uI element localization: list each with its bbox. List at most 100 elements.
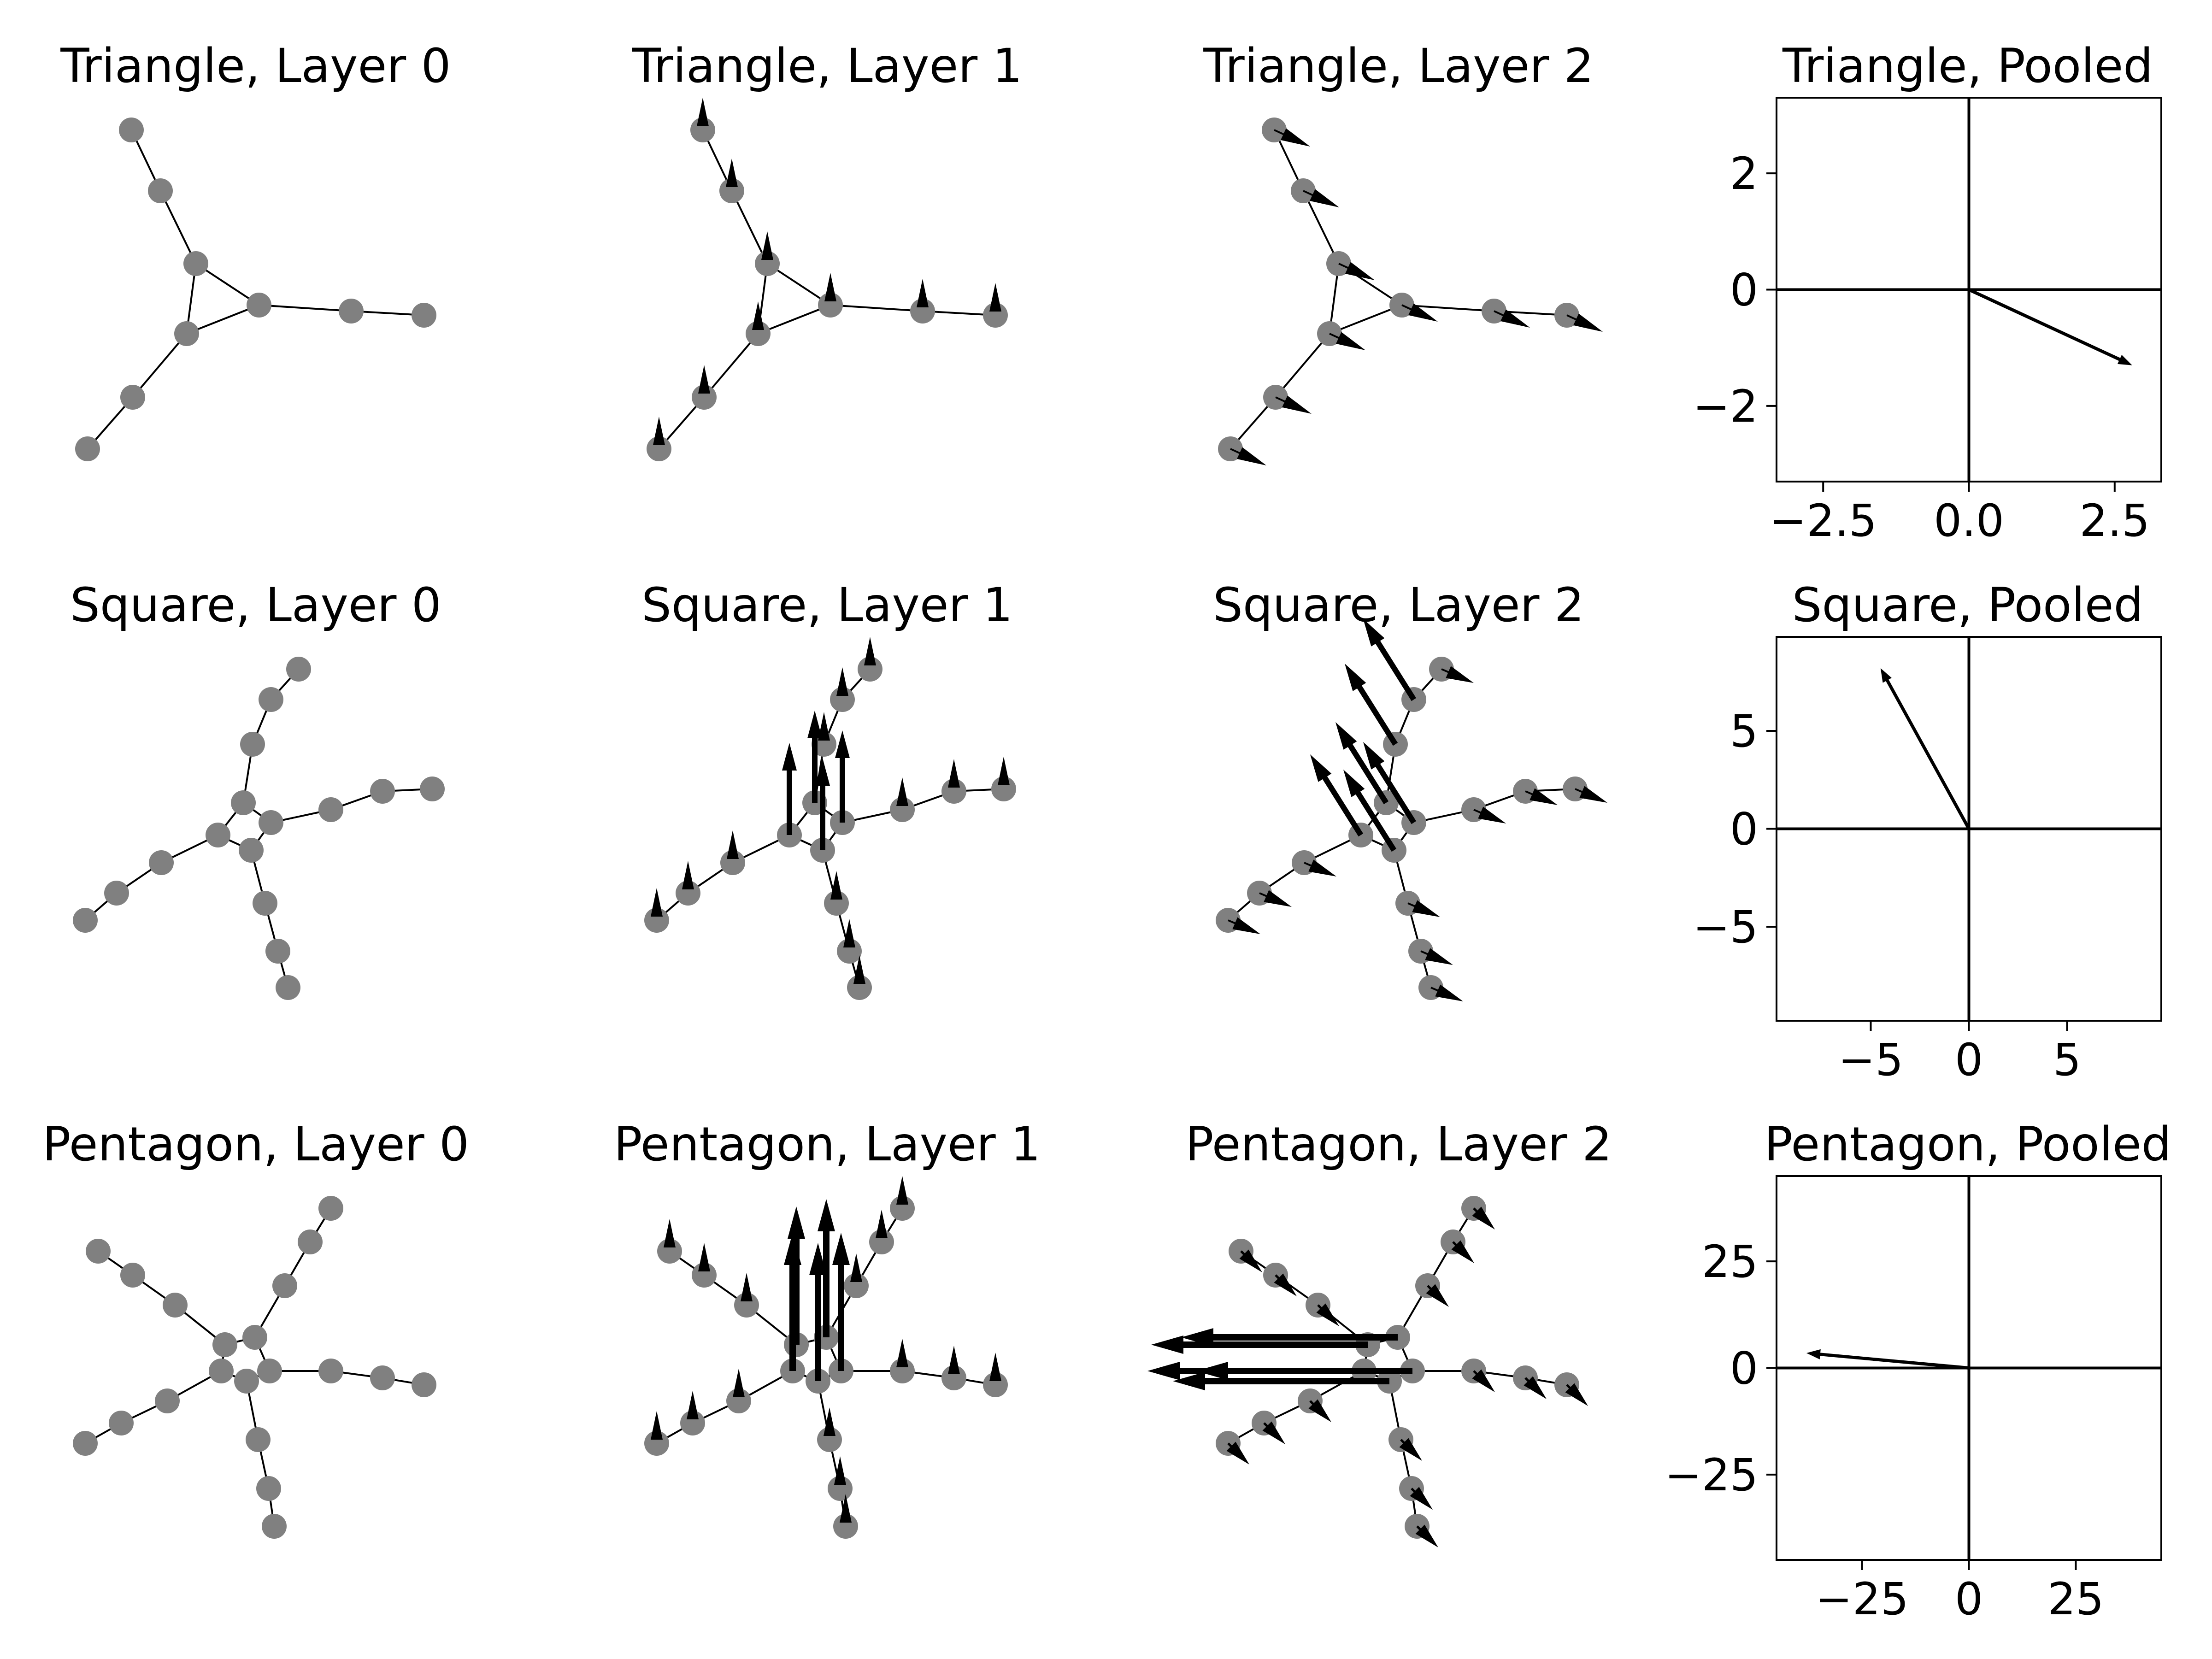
graph-node	[246, 1427, 271, 1452]
graph-edge	[259, 304, 352, 312]
panel-title: Triangle, Pooled	[1782, 39, 2153, 94]
node-arrow	[1308, 1399, 1331, 1422]
node-arrow	[1335, 722, 1389, 805]
node-arrow	[989, 283, 1001, 312]
graph-node	[234, 1369, 259, 1394]
graph-node	[120, 1263, 145, 1288]
node-arrow	[784, 1233, 801, 1371]
graph-node	[676, 881, 700, 906]
node-arrow	[1472, 1206, 1495, 1230]
panel-triangle-layer-1: Triangle, Layer 1	[631, 39, 1023, 461]
panel-pentagon-layer-1: Pentagon, Layer 1	[614, 1117, 1041, 1539]
panel-title: Triangle, Layer 1	[631, 39, 1022, 94]
graph-node	[890, 797, 915, 822]
x-tick-label: −25	[1815, 1573, 1909, 1625]
panel-title: Square, Pooled	[1792, 578, 2143, 633]
node-arrow	[698, 1243, 710, 1271]
node-arrow	[1230, 447, 1266, 465]
graph-node	[726, 1388, 751, 1413]
graph-node	[298, 1230, 323, 1254]
node-arrow	[653, 417, 665, 445]
node-arrow	[998, 757, 1010, 785]
node-arrow	[697, 98, 709, 126]
node-arrow	[1430, 984, 1463, 1001]
graph-node	[272, 1273, 297, 1298]
node-arrow	[1316, 1303, 1339, 1326]
node-arrow	[1304, 859, 1336, 877]
panel-triangle-pooled: Triangle, Pooled −2.5 0.0 2.5 2 0 −2	[1693, 39, 2162, 547]
panel-title: Pentagon, Layer 0	[42, 1117, 469, 1172]
graph-edge	[766, 263, 831, 306]
node-arrow	[1525, 788, 1558, 805]
panel-triangle-layer-2: Triangle, Layer 2	[1203, 39, 1603, 465]
graph-node	[239, 838, 264, 863]
graph-node	[73, 1431, 98, 1456]
node-arrow	[726, 159, 738, 187]
node-arrow	[824, 273, 836, 301]
node-arrow	[1262, 1421, 1285, 1444]
graph-edge	[703, 333, 759, 398]
graph-node	[746, 321, 771, 346]
graph-node	[644, 908, 669, 933]
graph-node	[257, 1359, 282, 1383]
graph-node	[692, 385, 717, 410]
y-tick-label: 0	[1730, 265, 1758, 316]
node-arrow	[1363, 742, 1417, 824]
graph-node	[692, 1263, 717, 1288]
node-arrow	[850, 1253, 862, 1282]
y-tick-label: −5	[1693, 901, 1758, 953]
node-arrow	[1274, 128, 1310, 147]
graph-node	[259, 687, 283, 712]
node-arrow	[1420, 948, 1453, 965]
node-arrow	[1338, 262, 1375, 280]
node-arrow	[1451, 1240, 1474, 1263]
node-arrow	[853, 955, 865, 984]
node-arrow	[824, 1407, 835, 1436]
node-arrow	[1426, 1284, 1449, 1307]
graph-node	[209, 1359, 234, 1383]
graph-node	[265, 939, 290, 964]
graph-node	[242, 1325, 267, 1350]
graph-node	[370, 779, 395, 804]
node-arrow	[1181, 1328, 1398, 1347]
x-tick-label: −2.5	[1770, 495, 1877, 547]
node-arrow	[782, 743, 797, 835]
node-arrow	[830, 871, 842, 900]
node-arrow	[733, 1369, 745, 1397]
graph-node	[420, 777, 445, 801]
node-arrow	[1441, 666, 1474, 683]
x-tick-label: 0.0	[1934, 495, 2004, 547]
y-tick-label: 0	[1730, 804, 1758, 855]
x-tick-label: −5	[1838, 1034, 1904, 1086]
panel-title: Square, Layer 1	[641, 578, 1013, 633]
node-arrow	[1239, 1249, 1262, 1272]
graph-edge	[195, 263, 260, 306]
graph-node	[174, 321, 199, 346]
graph-node	[890, 1359, 915, 1383]
node-arrow	[948, 759, 960, 788]
graph-node	[824, 891, 849, 916]
node-arrow	[835, 730, 850, 823]
graph-edge	[731, 190, 768, 264]
panel-square-layer-2: Square, Layer 2	[1213, 578, 1607, 1001]
node-arrow	[843, 919, 855, 947]
graph-node	[719, 178, 744, 203]
graph-node	[231, 790, 256, 815]
node-arrow	[1343, 770, 1397, 852]
node-arrow	[840, 1494, 852, 1523]
graph-node	[253, 891, 277, 916]
graph-node	[941, 1365, 966, 1390]
node-arrow	[1494, 309, 1530, 328]
panel-title: Triangle, Layer 2	[1203, 39, 1594, 94]
panel-square-layer-0: Square, Layer 0	[70, 578, 445, 1000]
panel-square-pooled: Square, Pooled −5 0 5 5 0 −5	[1693, 578, 2162, 1086]
x-tick-label: 5	[2053, 1034, 2081, 1086]
node-arrow	[1880, 668, 1971, 830]
graph-node	[869, 1230, 894, 1254]
node-arrow	[1147, 1362, 1364, 1380]
node-arrow	[752, 301, 764, 330]
graph-node	[644, 1431, 669, 1456]
panel-square-layer-1: Square, Layer 1	[641, 578, 1016, 1000]
node-arrow	[1415, 1524, 1438, 1547]
graph-node	[262, 1514, 287, 1539]
